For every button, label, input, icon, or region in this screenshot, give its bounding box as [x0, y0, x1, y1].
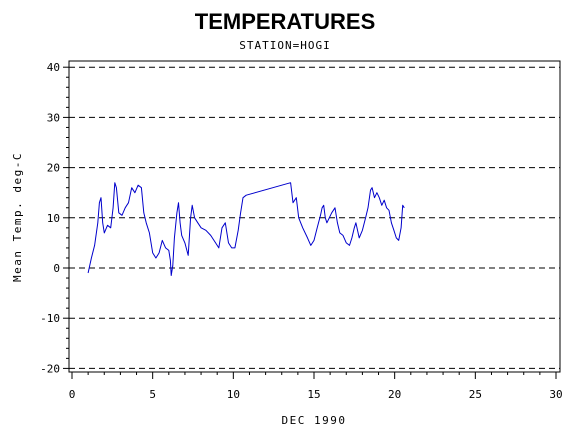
temperature-series-line — [87, 182, 405, 276]
x-tick-label: 15 — [307, 388, 320, 401]
x-tick-label: 25 — [469, 388, 482, 401]
chart-subtitle: STATION=HOGI — [239, 39, 330, 52]
y-tick-label: 30 — [47, 111, 60, 124]
plot-frame — [68, 60, 561, 373]
y-axis-label: Mean Temp. deg-C — [11, 152, 24, 282]
x-axis-label: DEC 1990 — [282, 414, 347, 427]
y-tick-label: 20 — [47, 162, 60, 175]
y-tick-label: -20 — [40, 362, 60, 375]
x-tick-label: 0 — [69, 388, 76, 401]
x-tick-label: 20 — [388, 388, 401, 401]
axis-layer: -20 -10 0 10 20 30 40 0 5 10 15 20 25 30 — [40, 61, 563, 401]
y-tick-label: 10 — [47, 212, 60, 225]
series-layer — [87, 182, 405, 276]
x-tick-label: 30 — [549, 388, 562, 401]
y-tick-label: -10 — [40, 312, 60, 325]
y-tick-label: 0 — [53, 262, 60, 275]
chart-title: TEMPERATURES — [195, 9, 376, 34]
y-tick-label: 40 — [47, 61, 60, 74]
x-tick-label: 10 — [227, 388, 240, 401]
x-tick-label: 5 — [149, 388, 156, 401]
grid-layer — [69, 66, 560, 369]
